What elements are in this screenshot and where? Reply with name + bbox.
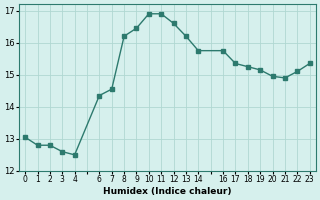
X-axis label: Humidex (Indice chaleur): Humidex (Indice chaleur): [103, 187, 232, 196]
